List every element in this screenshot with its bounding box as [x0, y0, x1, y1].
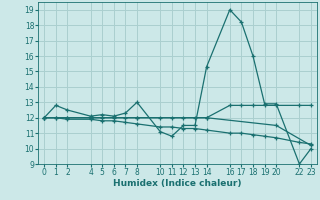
X-axis label: Humidex (Indice chaleur): Humidex (Indice chaleur) [113, 179, 242, 188]
